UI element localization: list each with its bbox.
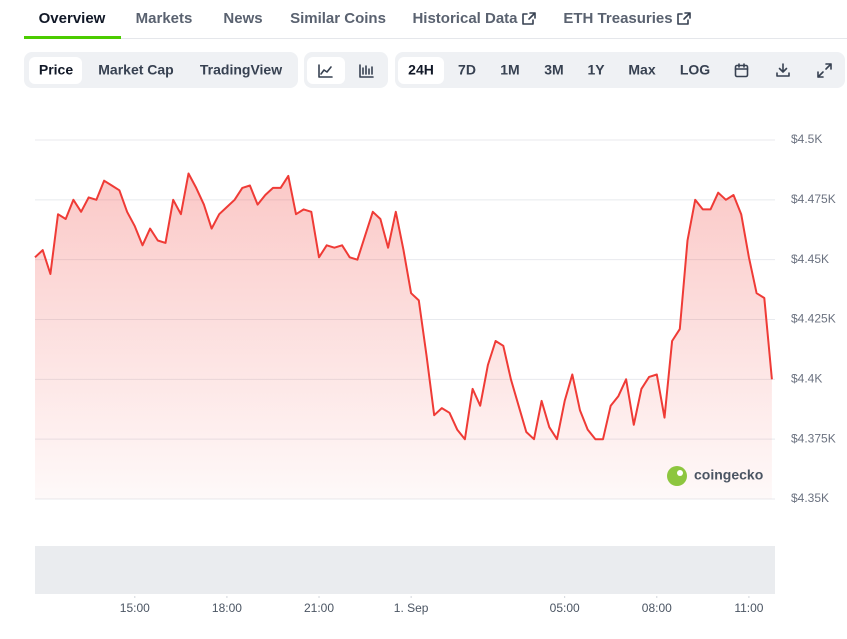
price-area (35, 173, 772, 499)
x-tick-label: 15:00 (120, 601, 150, 615)
range-button[interactable]: 3M (544, 62, 563, 78)
external-link-icon (522, 12, 536, 25)
tab[interactable]: ETH Treasuries (563, 10, 672, 27)
tab[interactable]: News (223, 10, 262, 27)
y-tick-label: $4.45K (791, 252, 829, 266)
y-tick-label: $4.4K (791, 372, 822, 386)
toggle-button[interactable]: Market Cap (98, 62, 173, 78)
fullscreen-icon[interactable] (817, 63, 832, 78)
range-button[interactable]: 24H (408, 62, 434, 78)
toggle-group (24, 52, 298, 88)
x-tick-label: 21:00 (304, 601, 334, 615)
range-button[interactable]: LOG (680, 62, 710, 78)
watermark-logo-eye (677, 470, 683, 476)
y-tick-label: $4.35K (791, 491, 829, 505)
y-tick-label: $4.375K (791, 431, 836, 445)
x-tick-label: 05:00 (550, 601, 580, 615)
price-line (34, 172, 773, 441)
tab[interactable]: Historical Data (412, 10, 518, 27)
y-tick-label: $4.425K (791, 312, 836, 326)
external-link-icon (677, 12, 691, 25)
y-tick-label: $4.5K (791, 132, 822, 146)
watermark: coingecko (694, 467, 763, 483)
range-button[interactable]: 7D (458, 62, 476, 78)
calendar-icon[interactable] (734, 63, 749, 78)
range-button[interactable]: 1M (500, 62, 519, 78)
toggle-button[interactable]: Price (39, 62, 73, 78)
tab[interactable]: Overview (39, 10, 106, 27)
tab[interactable]: Similar Coins (290, 10, 386, 27)
tab[interactable]: Markets (136, 10, 193, 27)
candle-chart-icon[interactable] (359, 64, 374, 78)
range-button[interactable]: 1Y (587, 62, 605, 78)
active-button (398, 57, 444, 84)
price-chart: $4.35K $4.375K $4.4K $4.425K $4.45K $4.475K $4… (34, 132, 836, 615)
x-tick-label: 08:00 (642, 601, 672, 615)
watermark-logo (667, 466, 687, 486)
range-group (395, 52, 845, 88)
active-tab-indicator (24, 36, 121, 39)
download-icon[interactable] (776, 63, 790, 77)
active-button (29, 57, 82, 84)
x-tick-label: 1. Sep (394, 601, 429, 615)
toggle-button[interactable]: TradingView (200, 62, 282, 78)
range-button[interactable]: Max (628, 62, 655, 78)
x-tick-label: 18:00 (212, 601, 242, 615)
line-chart-icon (318, 64, 333, 78)
volume-band (35, 546, 775, 594)
y-tick-label: $4.475K (791, 192, 836, 206)
x-tick-label: 11:00 (734, 601, 763, 615)
